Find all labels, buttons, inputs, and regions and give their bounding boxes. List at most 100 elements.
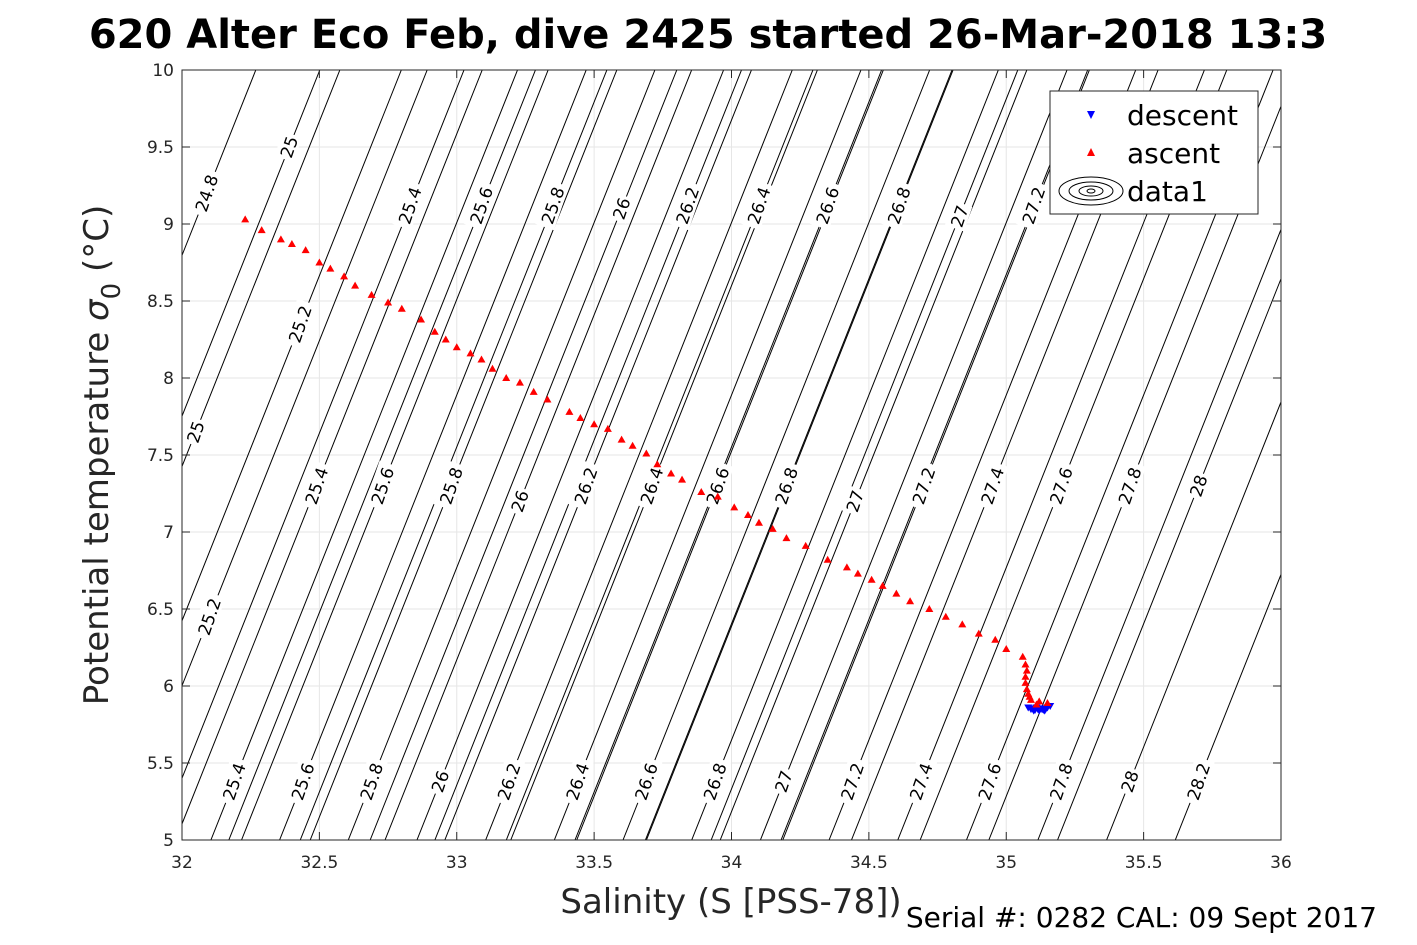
contour-label-bg: [505, 485, 533, 517]
ascent-point: [642, 449, 651, 457]
ascent-point: [301, 246, 310, 254]
density-contour-line: [182, 70, 321, 418]
density-contour-line: [1174, 573, 1281, 840]
ascent-point: [441, 335, 450, 343]
y-axis-label-suffix: (°C): [77, 205, 117, 283]
contour-label-bg: [903, 756, 938, 807]
contour-label-bg: [364, 460, 399, 511]
contour-label-bg: [425, 765, 454, 797]
ascent-point: [340, 272, 349, 280]
contour-label: 25: [181, 416, 210, 448]
ascent-point: [743, 511, 752, 519]
ascent-point: [351, 281, 360, 289]
ascent-point: [867, 575, 876, 583]
ascent-point: [430, 327, 439, 335]
density-contour-line: [241, 70, 549, 840]
x-tick-label: 33.5: [575, 853, 613, 873]
density-contour-line: [1037, 228, 1281, 840]
contour-label: 26.6: [699, 460, 734, 511]
ascent-point: [1018, 652, 1027, 660]
contour-label-bg: [535, 180, 569, 231]
ascent-point: [941, 612, 950, 620]
contour-label-bg: [834, 756, 869, 807]
ascent-point: [417, 315, 426, 323]
ascent-point: [1022, 666, 1031, 674]
y-tick-label: 9: [163, 215, 174, 235]
contour-label-bg: [669, 180, 704, 231]
ascent-point: [1032, 700, 1041, 708]
x-tick-label: 35: [995, 853, 1017, 873]
ascent-point: [754, 518, 763, 526]
ascent-point: [287, 240, 296, 248]
x-tick-label: 34: [721, 853, 743, 873]
ascent-point: [397, 304, 406, 312]
ascent-point: [667, 469, 676, 477]
ascent-point: [801, 541, 810, 549]
ascent-point: [565, 407, 574, 415]
y-tick-label: 10: [152, 61, 174, 81]
ascent-point: [730, 503, 739, 511]
density-contour-line: [182, 70, 402, 623]
ascent-point: [257, 226, 266, 234]
contour-label: 27.6: [1043, 460, 1078, 511]
ascent-point: [1026, 695, 1035, 703]
legend-ascent-marker: [1087, 148, 1095, 156]
ascent-point: [326, 264, 335, 272]
y-tick-label: 5.5: [147, 754, 174, 774]
data-points: [241, 215, 1055, 715]
ascent-point: [543, 395, 552, 403]
contour-label-bg: [628, 756, 663, 807]
legend-data1-contour-icon: [1058, 176, 1124, 206]
ascent-point: [678, 475, 687, 483]
contour-label-bg: [285, 756, 319, 807]
ascent-point: [974, 629, 983, 637]
ascent-point: [603, 424, 612, 432]
density-contours: [182, 70, 1281, 840]
ascent-point: [477, 355, 486, 363]
density-contour-line: [1106, 400, 1281, 840]
contour-label-bg: [1115, 765, 1143, 797]
ascent-point: [1022, 685, 1031, 693]
y-tick-label: 8: [163, 369, 174, 389]
contour-label: 26.4: [741, 180, 776, 231]
contour-label-bg: [433, 460, 468, 511]
contour-label-bg: [809, 180, 844, 231]
contour-label-bg: [191, 591, 226, 642]
ascent-point: [576, 414, 585, 422]
ascent-point: [241, 215, 250, 223]
ascent-point: [782, 534, 791, 542]
contour-label-bg: [905, 460, 940, 511]
x-axis-ticks: 32 32.5 33 33.5 34 34.5 35 35.5 36: [171, 70, 1292, 873]
density-contour-line: [309, 70, 618, 840]
ascent-point: [452, 343, 461, 351]
contour-label-bg: [282, 298, 317, 349]
ascent-point: [958, 620, 967, 628]
ascent-point: [823, 555, 832, 563]
contour-label-bg: [188, 167, 223, 218]
ascent-point: [276, 235, 285, 243]
y-axis-label-subscript: 0: [97, 283, 127, 300]
contour-label-bg: [881, 180, 916, 231]
contour-label-bg: [1183, 469, 1212, 502]
contour-label-bg: [768, 460, 803, 511]
x-tick-label: 32: [171, 853, 193, 873]
ascent-point: [1002, 645, 1011, 653]
contour-label-bg: [699, 460, 734, 511]
ascent-point: [628, 441, 637, 449]
contour-label-bg: [1043, 460, 1078, 511]
y-tick-label: 9.5: [147, 138, 174, 158]
density-contour-line: [444, 70, 752, 840]
density-contour-line: [279, 70, 587, 840]
density-contour-line: [485, 70, 793, 840]
legend-descent-label: descent: [1127, 99, 1238, 132]
ascent-point: [906, 597, 915, 605]
legend: descent ascent data1: [1049, 90, 1259, 215]
y-tick-label: 5: [163, 831, 174, 851]
ascent-point: [1021, 672, 1030, 680]
contour-label-bg: [559, 756, 594, 807]
density-contour-line: [691, 70, 999, 840]
contour-label-bg: [491, 756, 525, 807]
ascent-point: [590, 420, 599, 428]
contour-label-bg: [298, 460, 333, 511]
x-tick-label: 36: [1270, 853, 1292, 873]
